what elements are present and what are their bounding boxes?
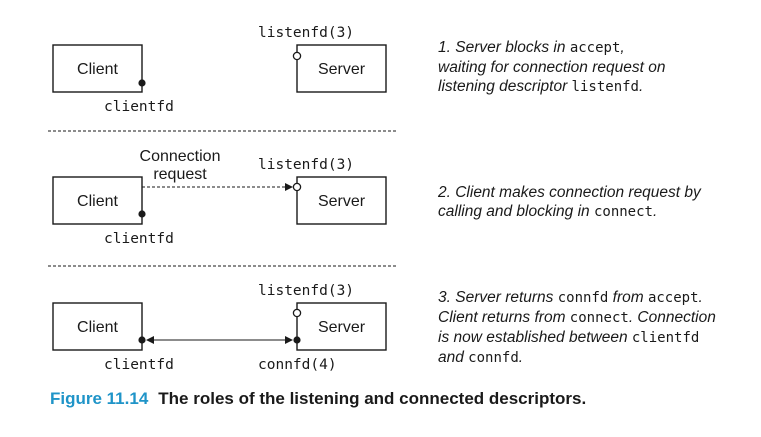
code-term: connfd bbox=[468, 350, 519, 366]
code-term: accept bbox=[647, 290, 699, 306]
code-term: listenfd bbox=[571, 79, 639, 95]
code-term: connect bbox=[569, 310, 629, 326]
code-term: connfd bbox=[557, 290, 609, 306]
clientfd-label: clientfd bbox=[104, 357, 174, 373]
step-text-line: Client returns from connect. Connection bbox=[438, 308, 758, 328]
server-box bbox=[296, 176, 387, 225]
step-text: . bbox=[698, 289, 703, 306]
step-text: . Connection bbox=[628, 309, 716, 326]
step-text-line: 3. Server returns connfd from accept. bbox=[438, 288, 758, 308]
step-text: . bbox=[518, 349, 524, 366]
step-1-description: 1. Server blocks in accept, waiting for c… bbox=[438, 38, 758, 97]
step-text-line: waiting for connection request on bbox=[438, 58, 758, 77]
step-text-line: listening descriptor listenfd. bbox=[438, 77, 758, 97]
server-label: Server bbox=[318, 319, 366, 336]
listenfd-descriptor-dot bbox=[292, 51, 302, 61]
panel-2: Connection request Client clientfd Serve… bbox=[52, 148, 387, 247]
client-label: Client bbox=[77, 61, 118, 78]
server-label: Server bbox=[318, 193, 366, 210]
figure-number: Figure 11.14 bbox=[50, 389, 149, 408]
step-text: 3. Server returns bbox=[438, 289, 558, 306]
connection-label-line2: request bbox=[153, 166, 207, 183]
server-box bbox=[296, 44, 387, 93]
connfd-descriptor-dot bbox=[293, 336, 301, 344]
client-box bbox=[52, 44, 143, 93]
listenfd-descriptor-dot bbox=[292, 308, 302, 318]
clientfd-label: clientfd bbox=[104, 99, 174, 115]
clientfd-descriptor-dot bbox=[138, 79, 146, 87]
figure-title: The roles of the listening and connected… bbox=[158, 389, 587, 408]
step-text: 1. Server blocks in bbox=[438, 39, 570, 56]
step-text-line: is now established between clientfd bbox=[438, 328, 758, 348]
step-text-line: calling and blocking in connect. bbox=[438, 202, 758, 222]
connfd-label: connfd(4) bbox=[258, 357, 337, 373]
step-text: calling and blocking in bbox=[438, 203, 594, 220]
clientfd-descriptor-dot bbox=[138, 210, 146, 218]
step-3-description: 3. Server returns connfd from accept. Cli… bbox=[438, 288, 758, 368]
step-text-line: 1. Server blocks in accept, bbox=[438, 38, 758, 58]
step-text: , bbox=[620, 39, 625, 56]
figure-caption: Figure 11.14 The roles of the listening a… bbox=[50, 389, 586, 409]
server-box bbox=[296, 302, 387, 351]
listenfd-descriptor-dot bbox=[292, 182, 302, 192]
listenfd-label: listenfd(3) bbox=[258, 283, 354, 299]
step-text-line: and connfd. bbox=[438, 348, 758, 368]
step-text: listening descriptor bbox=[438, 78, 572, 95]
step-text: . bbox=[638, 78, 644, 95]
step-text: . bbox=[652, 203, 658, 220]
clientfd-label: clientfd bbox=[104, 231, 174, 247]
client-label: Client bbox=[77, 319, 118, 336]
connection-label-line1: Connection bbox=[140, 148, 221, 165]
step-text: and bbox=[438, 349, 469, 366]
listenfd-label: listenfd(3) bbox=[258, 25, 354, 41]
code-term: clientfd bbox=[631, 330, 700, 346]
step-2-description: 2. Client makes connection request by cal… bbox=[438, 183, 758, 222]
clientfd-descriptor-dot bbox=[138, 336, 146, 344]
step-text: Client returns from bbox=[438, 309, 570, 326]
panel-1: Client clientfd Server listenfd(3) bbox=[52, 25, 387, 115]
client-label: Client bbox=[77, 193, 118, 210]
step-text: 2. Client makes connection request by bbox=[438, 184, 701, 201]
panel-3: Client clientfd Server listenfd(3) connf… bbox=[52, 283, 387, 373]
step-text: is now established between bbox=[438, 329, 632, 346]
step-text-line: 2. Client makes connection request by bbox=[438, 183, 758, 202]
step-text: from bbox=[608, 289, 648, 306]
server-label: Server bbox=[318, 61, 366, 78]
client-box bbox=[52, 176, 143, 225]
code-term: accept bbox=[569, 40, 621, 56]
step-text: waiting for connection request on bbox=[438, 59, 666, 76]
code-term: connect bbox=[593, 204, 653, 220]
client-box bbox=[52, 302, 143, 351]
listenfd-label: listenfd(3) bbox=[258, 157, 354, 173]
